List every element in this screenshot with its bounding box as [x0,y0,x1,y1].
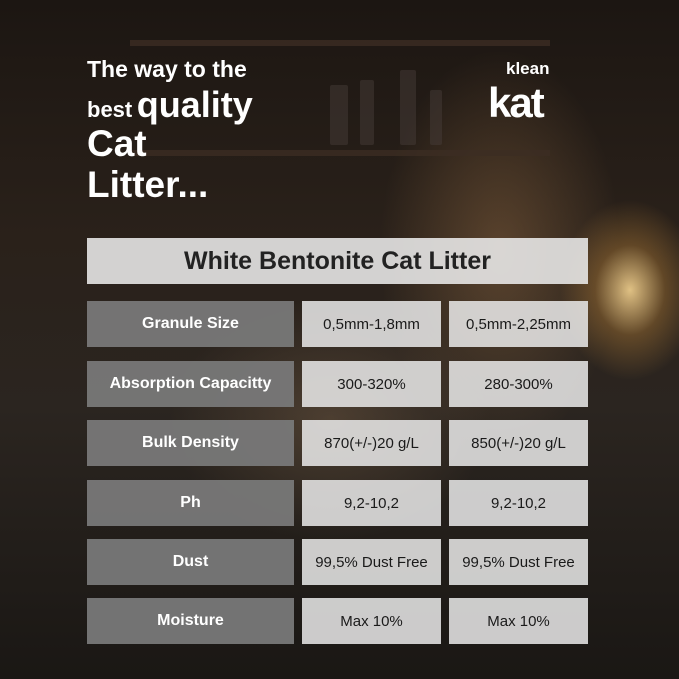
row-value-2: 9,2-10,2 [449,480,588,526]
book [430,90,442,145]
row-label: Moisture [87,598,294,644]
row-label: Granule Size [87,301,294,347]
row-value-1: 9,2-10,2 [302,480,441,526]
shelf [130,150,550,156]
row-value-2: 99,5% Dust Free [449,539,588,585]
headline-line-2: best quality [87,87,253,123]
kleankat-logo: klean kat [488,60,598,130]
row-label: Bulk Density [87,420,294,466]
book [360,80,374,145]
headline-quality: quality [136,84,253,125]
row-value-1: 0,5mm-1,8mm [302,301,441,347]
book [400,70,416,145]
row-value-2: 280-300% [449,361,588,407]
logo-klean: klean [506,59,550,78]
headline: The way to the best quality Cat Litter..… [87,56,253,205]
row-value-1: Max 10% [302,598,441,644]
row-value-1: 99,5% Dust Free [302,539,441,585]
table-row: Moisture Max 10% Max 10% [87,598,588,644]
table-row: Dust 99,5% Dust Free 99,5% Dust Free [87,539,588,585]
headline-line-1: The way to the [87,56,247,82]
headline-best: best [87,97,133,122]
book [330,85,348,145]
table-title: White Bentonite Cat Litter [87,238,588,284]
row-value-1: 300-320% [302,361,441,407]
table-row: Bulk Density 870(+/-)20 g/L 850(+/-)20 g… [87,420,588,466]
row-label: Absorption Capacitty [87,361,294,407]
row-value-1: 870(+/-)20 g/L [302,420,441,466]
row-label: Dust [87,539,294,585]
shelf [130,40,550,46]
table-row: Granule Size 0,5mm-1,8mm 0,5mm-2,25mm [87,301,588,347]
row-value-2: Max 10% [449,598,588,644]
table-row: Absorption Capacitty 300-320% 280-300% [87,361,588,407]
row-value-2: 0,5mm-2,25mm [449,301,588,347]
headline-line-4: Litter... [87,164,209,205]
row-label: Ph [87,480,294,526]
logo-kat: kat [488,79,545,126]
row-value-2: 850(+/-)20 g/L [449,420,588,466]
headline-line-3: Cat [87,123,147,164]
table-row: Ph 9,2-10,2 9,2-10,2 [87,480,588,526]
